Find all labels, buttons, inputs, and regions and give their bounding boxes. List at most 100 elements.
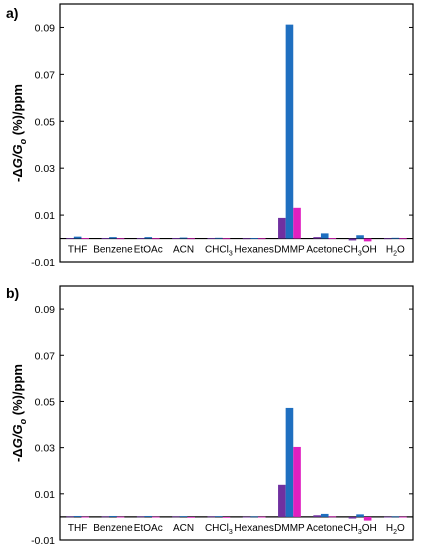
bar-dmmp-series-2 [285, 24, 294, 239]
x-category-label: H2O [386, 523, 405, 536]
bar-etoac-series-1 [136, 238, 145, 239]
y-tick-label: -0.01 [31, 535, 55, 547]
bar-h2o-series-2 [391, 237, 400, 239]
bar-dmmp-series-1 [278, 484, 286, 517]
bar-thf-series-1 [66, 516, 74, 518]
bar-chcl3-series-1 [207, 516, 216, 518]
plot-frame [59, 3, 414, 263]
x-category-label: Hexanes [234, 523, 273, 534]
bar-ch3oh-series-3 [363, 516, 372, 521]
x-category-label: Acetone [306, 523, 343, 534]
bar-acetone-series-2 [320, 513, 329, 517]
bar-benzene-series-2 [109, 237, 117, 239]
bar-chcl3-series-3 [222, 238, 231, 240]
bar-acn-series-2 [179, 516, 188, 518]
bar-hexanes-series-3 [257, 516, 266, 518]
bar-chcl3-series-2 [215, 516, 223, 518]
bar-etoac-series-1 [136, 516, 145, 518]
panel-label: a) [6, 5, 18, 21]
bar-ch3oh-series-1 [348, 238, 357, 241]
y-tick-label: 0.03 [35, 443, 56, 455]
bar-thf-series-3 [81, 238, 90, 239]
bar-h2o-series-3 [399, 238, 407, 240]
x-category-label: ACN [173, 245, 194, 256]
y-tick-label: 0.01 [35, 489, 56, 501]
bar-chcl3-series-3 [222, 516, 231, 518]
bar-acn-series-3 [187, 238, 195, 240]
bar-dmmp-series-3 [293, 446, 301, 517]
x-category-label: CH3OH [343, 245, 376, 258]
x-category-label: Acetone [306, 245, 343, 256]
x-category-label: THF [68, 523, 87, 534]
y-axis-title: -ΔG/Go (%)/ppm [10, 364, 28, 462]
bar-acetone-series-3 [328, 516, 337, 518]
x-category-label: ACN [173, 523, 194, 534]
bar-benzene-series-3 [116, 516, 125, 518]
bar-acn-series-1 [172, 516, 180, 518]
bar-ch3oh-series-3 [363, 238, 372, 242]
bar-acetone-series-2 [320, 233, 329, 239]
panel-label: b) [6, 285, 19, 301]
bar-hexanes-series-3 [257, 238, 266, 240]
bar-benzene-series-1 [101, 238, 110, 239]
y-tick-label: 0.07 [35, 350, 56, 362]
bar-hexanes-series-1 [242, 238, 251, 240]
y-tick-label: 0.05 [35, 396, 56, 408]
bar-thf-series-2 [73, 515, 82, 517]
bar-thf-series-1 [66, 238, 74, 239]
bar-h2o-series-1 [383, 516, 392, 518]
bar-benzene-series-1 [101, 516, 110, 518]
x-category-label: EtOAc [134, 523, 163, 534]
bar-acn-series-2 [179, 237, 188, 239]
bar-etoac-series-3 [152, 516, 160, 518]
bar-chcl3-series-1 [207, 238, 216, 239]
bar-etoac-series-2 [144, 515, 153, 517]
bar-hexanes-series-2 [250, 516, 258, 518]
bar-benzene-series-2 [109, 515, 117, 517]
y-axis-title: -ΔG/Go (%)/ppm [10, 84, 28, 182]
bar-hexanes-series-1 [242, 516, 251, 518]
bar-ch3oh-series-2 [356, 235, 364, 239]
y-tick-label: 0.01 [35, 210, 56, 222]
bar-etoac-series-3 [152, 238, 160, 240]
bar-acetone-series-1 [313, 237, 321, 239]
x-category-label: CHCl3 [205, 523, 233, 536]
x-category-label: THF [68, 245, 87, 256]
y-tick-label: 0.05 [35, 116, 56, 128]
x-category-label: Benzene [93, 523, 133, 534]
bar-acetone-series-1 [313, 515, 321, 517]
panel-a: a) -ΔG/Go (%)/ppm -0.01 0.01 0.03 0.05 0.07 0.0… [6, 3, 414, 269]
bar-acetone-series-3 [328, 238, 337, 239]
bar-dmmp-series-3 [293, 207, 301, 239]
x-category-label: Hexanes [234, 245, 273, 256]
y-tick-label: -0.01 [31, 257, 55, 269]
bar-thf-series-3 [81, 516, 90, 518]
y-tick-label: 0.07 [35, 69, 56, 81]
bar-acn-series-1 [172, 238, 180, 239]
x-category-label: H2O [386, 245, 405, 258]
bar-benzene-series-3 [116, 238, 125, 240]
bar-dmmp-series-2 [285, 407, 294, 517]
x-category-label: DMMP [274, 245, 305, 256]
bar-hexanes-series-2 [250, 238, 258, 239]
panel-b: b) -ΔG/Go (%)/ppm -0.01 0.01 0.03 0.05 0.07 0.0… [6, 285, 414, 547]
bar-thf-series-2 [73, 236, 82, 239]
bar-ch3oh-series-2 [356, 514, 364, 517]
bar-h2o-series-2 [391, 516, 400, 518]
x-category-label: CHCl3 [205, 245, 233, 258]
plot-frame [59, 285, 414, 541]
x-category-label: DMMP [274, 523, 305, 534]
bar-h2o-series-1 [383, 238, 392, 240]
x-category-label: EtOAc [134, 245, 163, 256]
bar-dmmp-series-1 [278, 217, 286, 239]
bar-chcl3-series-2 [215, 237, 223, 239]
x-category-label: Benzene [93, 245, 133, 256]
bar-h2o-series-3 [399, 516, 407, 518]
y-tick-label: 0.09 [35, 304, 56, 316]
x-category-label: CH3OH [343, 523, 376, 536]
bar-ch3oh-series-1 [348, 516, 357, 519]
y-tick-label: 0.09 [35, 22, 56, 34]
bar-acn-series-3 [187, 516, 195, 518]
bar-etoac-series-2 [144, 237, 153, 239]
